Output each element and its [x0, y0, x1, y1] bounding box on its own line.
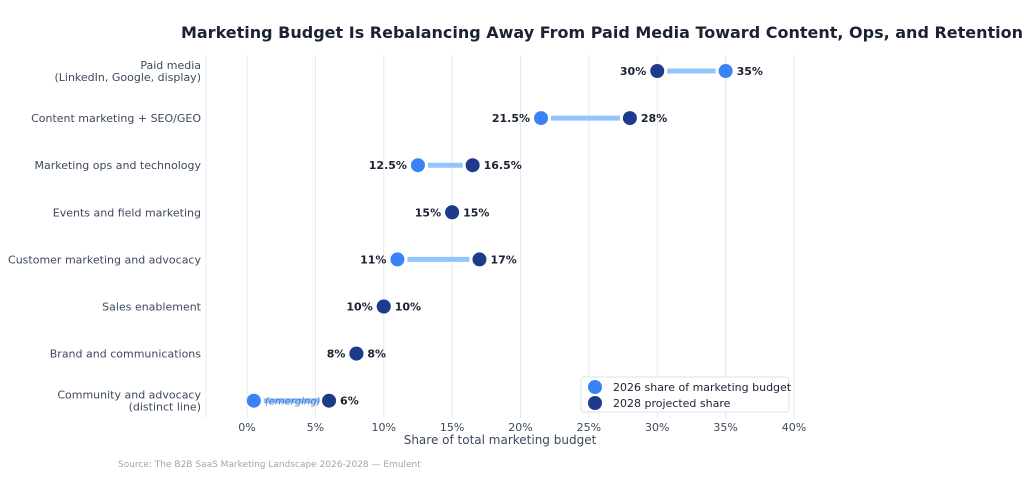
- point-2026: [718, 64, 733, 78]
- gridlines: [205, 55, 795, 418]
- value-label-2026: 11%: [360, 253, 386, 266]
- legend-label-2028: 2028 projected share: [613, 397, 731, 410]
- category-label: Brand and communications: [50, 348, 202, 361]
- point-2028: [622, 111, 637, 126]
- value-label-2028: 16.5%: [484, 159, 522, 172]
- x-axis-ticks: 0% 5% 10% 15% 20% 25% 30% 35% 40%: [238, 421, 806, 434]
- x-tick-label: 30%: [645, 421, 669, 434]
- point-2026: [410, 158, 425, 173]
- point-2028: [472, 252, 487, 267]
- point-2026: [390, 252, 405, 267]
- x-tick-label: 20%: [508, 421, 532, 434]
- category-label: Sales enablement: [102, 301, 202, 314]
- legend-marker-2028: [588, 396, 602, 410]
- x-tick-label: 25%: [577, 421, 601, 434]
- point-2028: [322, 393, 337, 408]
- x-tick-label: 40%: [782, 421, 806, 434]
- value-label-2026: 8%: [327, 348, 346, 361]
- legend-label-2026: 2026 share of marketing budget: [613, 381, 792, 394]
- point-2028: [650, 64, 665, 78]
- category-label: Community and advocacy: [57, 389, 201, 402]
- value-label-2028: 28%: [641, 112, 667, 125]
- x-tick-label: 35%: [713, 421, 737, 434]
- value-label-2026: 12.5%: [369, 159, 407, 172]
- x-tick-label: 0%: [238, 421, 255, 434]
- category-label: Events and field marketing: [53, 206, 201, 219]
- value-label-2028: 30%: [620, 65, 646, 78]
- point-2026: [534, 111, 549, 126]
- point-2028: [445, 205, 460, 220]
- x-tick-label: 5%: [307, 421, 324, 434]
- legend[interactable]: 2026 share of marketing budget 2028 proj…: [580, 376, 792, 413]
- value-label-2028: 8%: [367, 348, 386, 361]
- value-label-2026: 10%: [346, 301, 372, 314]
- category-label: Paid media: [140, 59, 201, 72]
- point-2028: [376, 299, 391, 314]
- category-label: Customer marketing and advocacy: [8, 253, 201, 266]
- value-label-2026: 21.5%: [492, 112, 530, 125]
- category-label: Content marketing + SEO/GEO: [31, 112, 201, 125]
- category-label: (distinct line): [129, 401, 201, 414]
- data-marks: 30% 35% 21.5% 28% 12.5% 16.5% 15% 15% 11% 17% 10% 1…: [246, 64, 763, 408]
- category-label: Marketing ops and technology: [34, 159, 201, 172]
- source-note: Source: The B2B SaaS Marketing Landscape…: [118, 460, 421, 470]
- value-label-2026: 35%: [737, 65, 763, 78]
- value-label-2028: 15%: [463, 206, 489, 219]
- x-tick-label: 10%: [372, 421, 396, 434]
- category-labels: Paid media(LinkedIn, Google, display) Con…: [8, 59, 202, 414]
- point-2026: [246, 393, 261, 408]
- value-label-2028: 17%: [490, 253, 516, 266]
- x-tick-label: 15%: [440, 421, 464, 434]
- legend-marker-2026: [588, 380, 602, 394]
- value-label-2026: 15%: [415, 206, 441, 219]
- value-label-2028: 6%: [340, 395, 359, 408]
- point-2028: [465, 158, 480, 173]
- x-axis-label: Share of total marketing budget: [404, 433, 597, 447]
- legend-box: [580, 376, 790, 413]
- chart-title: Marketing Budget Is Rebalancing Away Fro…: [181, 23, 1023, 42]
- value-label-2026: (emerging): [265, 397, 321, 408]
- point-2028: [349, 346, 364, 361]
- value-label-2028: 10%: [395, 301, 421, 314]
- category-label: (LinkedIn, Google, display): [54, 71, 201, 84]
